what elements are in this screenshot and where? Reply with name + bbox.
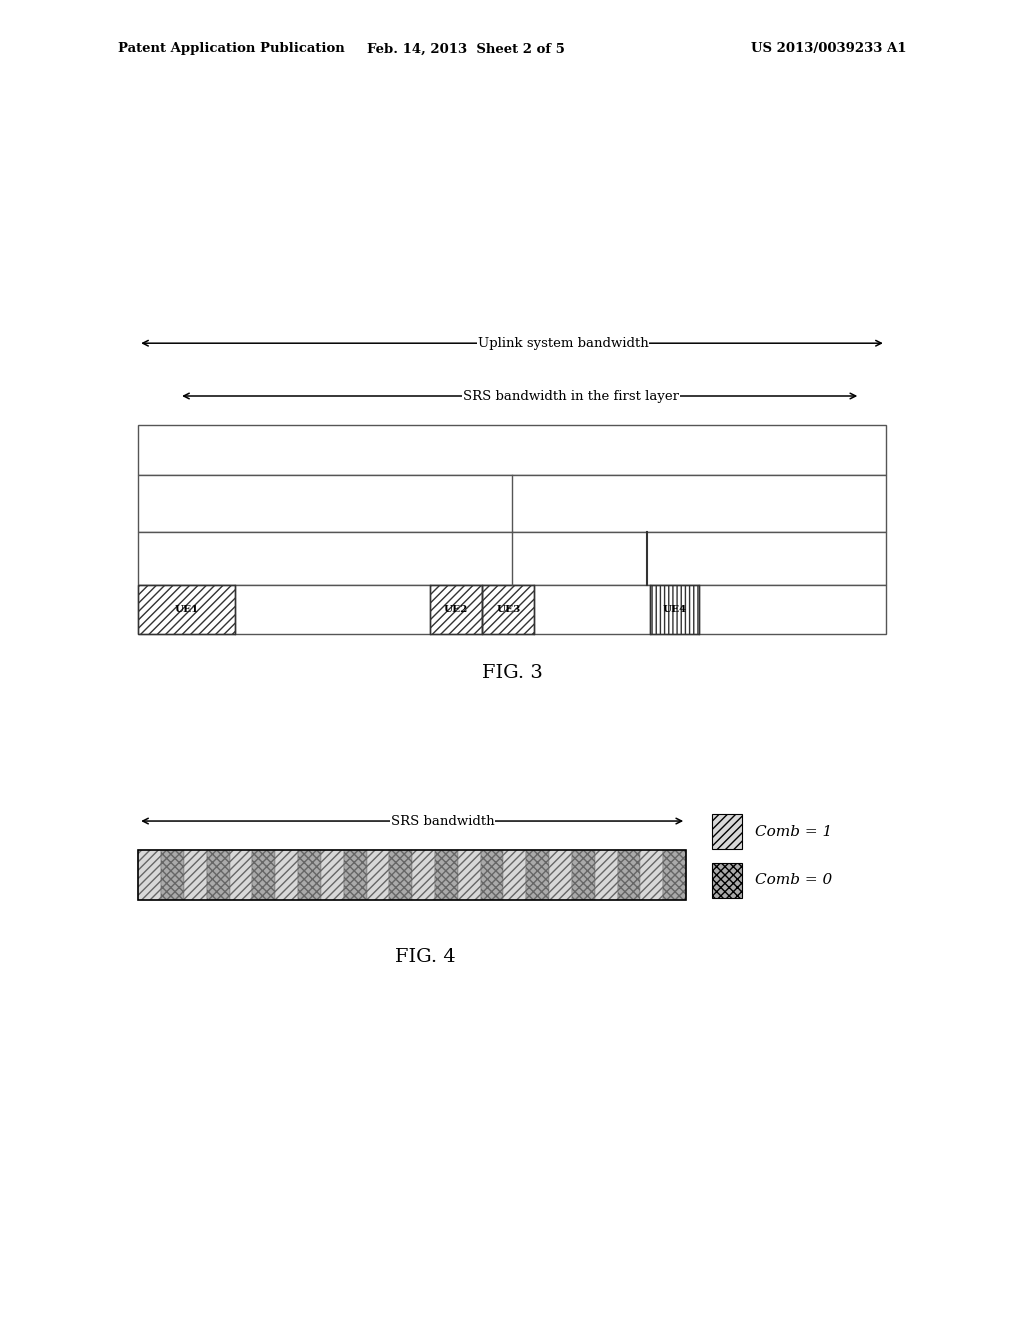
Text: UE4: UE4 bbox=[663, 605, 687, 614]
Bar bbox=[344, 850, 367, 900]
Text: UE1: UE1 bbox=[175, 605, 199, 614]
Text: FIG. 4: FIG. 4 bbox=[394, 948, 456, 966]
Text: Uplink system bandwidth: Uplink system bandwidth bbox=[478, 337, 648, 350]
Text: UE3: UE3 bbox=[497, 605, 520, 614]
Bar bbox=[430, 585, 482, 634]
Bar bbox=[712, 814, 742, 849]
Text: SRS bandwidth in the first layer: SRS bandwidth in the first layer bbox=[463, 389, 679, 403]
Bar bbox=[482, 585, 535, 634]
Bar bbox=[412, 850, 435, 900]
Bar bbox=[275, 850, 298, 900]
Bar bbox=[138, 532, 886, 585]
Bar bbox=[650, 585, 698, 634]
Text: US 2013/0039233 A1: US 2013/0039233 A1 bbox=[751, 42, 906, 55]
Text: FIG. 3: FIG. 3 bbox=[481, 664, 543, 682]
Bar bbox=[572, 850, 595, 900]
Bar bbox=[138, 475, 886, 532]
Bar bbox=[367, 850, 389, 900]
Bar bbox=[640, 850, 664, 900]
Bar bbox=[595, 850, 617, 900]
Text: Feb. 14, 2013  Sheet 2 of 5: Feb. 14, 2013 Sheet 2 of 5 bbox=[367, 42, 565, 55]
Bar bbox=[298, 850, 321, 900]
Bar bbox=[229, 850, 252, 900]
Text: Comb = 1: Comb = 1 bbox=[755, 825, 831, 838]
Bar bbox=[664, 850, 686, 900]
Text: Patent Application Publication: Patent Application Publication bbox=[118, 42, 344, 55]
Bar bbox=[138, 850, 161, 900]
Bar bbox=[138, 585, 886, 634]
Bar bbox=[617, 850, 640, 900]
Text: UE2: UE2 bbox=[443, 605, 468, 614]
Text: SRS bandwidth: SRS bandwidth bbox=[391, 814, 495, 828]
Text: Comb = 0: Comb = 0 bbox=[755, 874, 831, 887]
Bar bbox=[252, 850, 275, 900]
Bar bbox=[549, 850, 572, 900]
Bar bbox=[458, 850, 480, 900]
Bar bbox=[138, 850, 686, 900]
Bar bbox=[504, 850, 526, 900]
Bar bbox=[435, 850, 458, 900]
Bar bbox=[138, 585, 236, 634]
Bar bbox=[712, 863, 742, 898]
Bar bbox=[321, 850, 344, 900]
Bar bbox=[480, 850, 504, 900]
Bar bbox=[207, 850, 229, 900]
Bar bbox=[389, 850, 412, 900]
Bar bbox=[184, 850, 207, 900]
Bar bbox=[161, 850, 184, 900]
Bar bbox=[526, 850, 549, 900]
Bar bbox=[138, 425, 886, 475]
